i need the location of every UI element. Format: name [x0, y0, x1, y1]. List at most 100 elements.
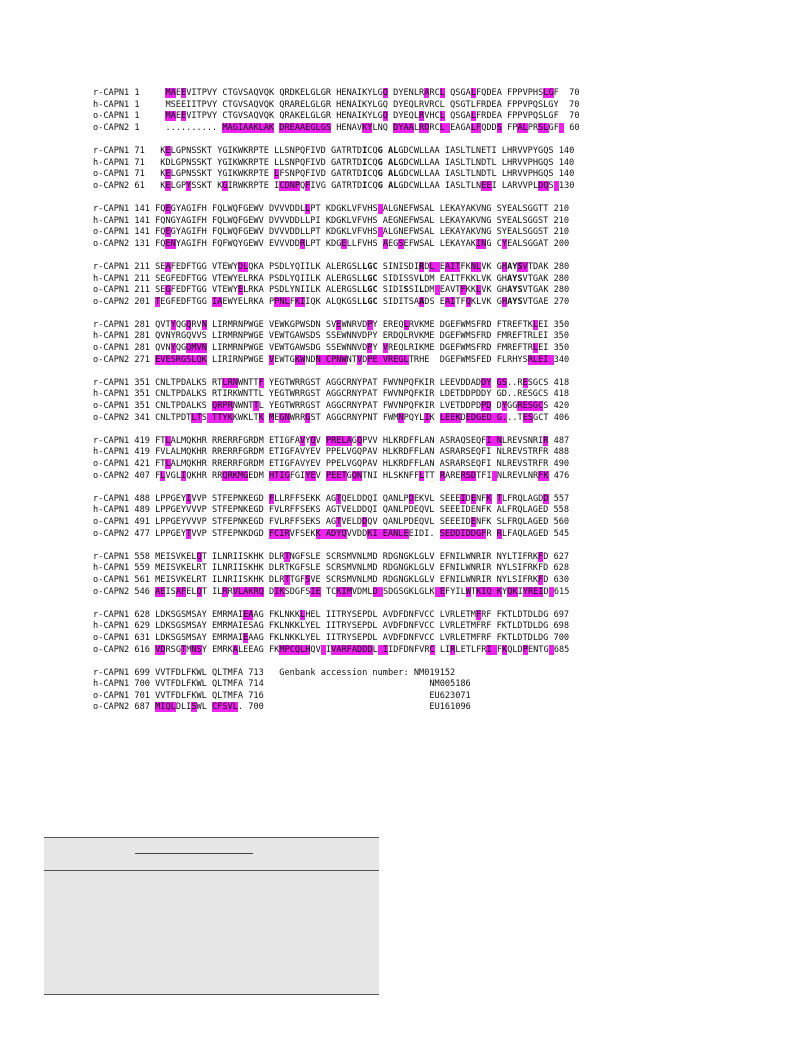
genbank-header: Genbank accession number:	[279, 667, 409, 678]
genbank-accession: EU623071	[429, 690, 471, 701]
sequence-residues: SEGFEDFTGG VTEWYELRKA PSDLYNIILK ALERGSL…	[149, 285, 554, 296]
sequence-residues: FQEGYAGIFH FQLWQFGEWV DVVVDDLLPT KDGKLVF…	[149, 203, 549, 214]
sequence-end-position: 545	[553, 528, 570, 539]
sequence-end-position: 700	[243, 702, 264, 713]
sequence-label: o-CAPN1 71	[93, 169, 150, 180]
sequence-label: r-CAPN1 281	[93, 319, 150, 330]
sequence-label: o-CAPN1 491	[93, 516, 150, 527]
sequence-end-position: 698	[553, 621, 570, 632]
sequence-label: r-CAPN1 351	[93, 377, 150, 388]
sequence-end-position: 628	[553, 563, 570, 574]
sequence-residues: LDKSGSMSAY EMRMAIEAAG FKLNKKLYEL IITRYSE…	[149, 632, 554, 643]
sequence-residues: LDKSGSMSAY EMRMAIEAAG FKLNKKLHEL IITRYSE…	[149, 609, 554, 620]
sequence-label: r-CAPN1 141	[93, 203, 150, 214]
sequence-label: h-CAPN1 700	[93, 679, 150, 690]
alignment-row: o-CAPN2 407 FLVGLIQKHR RRQRKMGEDM HTIGFG…	[93, 470, 580, 483]
sequence-residues: SEAFEDFTGG VTEWYDLQKA PSDLYQIILK ALERGSL…	[149, 261, 554, 272]
sequence-end-position: 280	[553, 261, 570, 272]
alignment-row: o-CAPN2 61 KELGPYSSKT KGIRWKRPTE ICDNPQF…	[93, 180, 580, 193]
sequence-label: o-CAPN2 687	[93, 702, 150, 713]
sequence-residues: MIQLDLISWL CFSVL.	[155, 702, 244, 713]
sequence-end-position: 713	[243, 667, 264, 678]
sequence-end-position: 130	[558, 180, 575, 191]
alignment-row: o-CAPN2 616 VDRSGTMNSY EMRKALEEAG FKMPCQ…	[93, 644, 580, 657]
alignment-block: r-CAPN1 211 SEAFEDFTGG VTEWYDLQKA PSDLYQ…	[93, 261, 580, 308]
sequence-label: o-CAPN2 341	[93, 412, 150, 423]
sequence-residues: QVNYRGQVVS LIRMRNPWGE VEWTGAWSDS SSEWNNV…	[149, 331, 549, 342]
sequence-residues: FQNGYAGIFH FQLWQFGEWV DVVVDDLLPI KDGKLVF…	[149, 215, 549, 226]
alignment-row: r-CAPN1 211 SEAFEDFTGG VTEWYDLQKA PSDLYQ…	[93, 261, 580, 274]
sequence-label: r-CAPN1 419	[93, 435, 150, 446]
alignment-row: r-CAPN1 628 LDKSGSMSAY EMRMAIEAAG FKLNKK…	[93, 609, 580, 622]
sequence-label: r-CAPN1 71	[93, 145, 150, 156]
sequence-end-position: 280	[553, 285, 570, 296]
sequence-label: o-CAPN1 281	[93, 343, 150, 354]
sequence-end-position: 630	[553, 574, 570, 585]
sequence-residues: KELGPNSSKT YGIKWKRPTE LFSNPQFIVD GATRTDI…	[149, 169, 559, 180]
sequence-end-position: 60	[564, 122, 580, 133]
sequence-label: o-CAPN2 546	[93, 586, 150, 597]
alignment-row: h-CAPN1 700 VVTFDLFKWL QLTMFA 714 NM0051…	[93, 679, 580, 691]
sequence-residues: FTLALMQKHR RRERRFGRDM ETIGFAVYQV PRELAGQ…	[149, 435, 549, 446]
alignment-row: o-CAPN1 351 CNLTPDALKS QRPRNWNTTL YEGTWR…	[93, 401, 580, 413]
sequence-label: r-CAPN1 211	[93, 261, 150, 272]
sequence-residues: VDRSGTMNSY EMRKALEEAG FKMPCQLHQV IVARFAD…	[150, 644, 554, 655]
sequence-residues: MEISVKELRT ILNRIISKHK DLRTKGFSLE SCRSMVN…	[149, 563, 554, 574]
sequence-residues: AEISAFELQT ILRRVLAKRQ DIKSDGFSIE TCKIMVD…	[150, 586, 554, 597]
alignment-row: o-CAPN2 477 LPPGEYTVVP STFEPNKDGD FCIRVF…	[93, 528, 580, 541]
sequence-residues: .......... MAGIAAKLAK DREAAEGLGS HENAVKY…	[150, 122, 565, 133]
sequence-label: o-CAPN1 421	[93, 459, 150, 469]
sequence-end-position: 488	[553, 447, 570, 458]
sequence-end-position: 418	[553, 389, 570, 400]
alignment-row: o-CAPN1 281 QVNYQGQMVN LIRMRNPWGE VEWTGA…	[93, 343, 580, 355]
alignment-block: r-CAPN1 141 FQEGYAGIFH FQLWQFGEWV DVVVDD…	[93, 203, 580, 251]
sequence-residues: KDLGPNSSKT YGIKWKRPTE LLSNPQFIVD GATRTDI…	[149, 157, 559, 168]
sequence-label: h-CAPN1 281	[93, 331, 150, 342]
alignment-row: h-CAPN1 281 QVNYRGQVVS LIRMRNPWGE VEWTGA…	[93, 331, 580, 343]
sequence-label: r-CAPN1 1	[93, 88, 150, 98]
sequence-end-position: 418	[553, 377, 570, 388]
sequence-residues: LPPGEYVVVP STFEPNKEGD FVLRFFSEKS AGTVELD…	[149, 516, 554, 527]
alignment-block: r-CAPN1 488 LPPGEYIVVP STFEPNKEGD FLLRFF…	[93, 493, 580, 541]
sequence-residues: FTLALMQKHR RRERRFGRDM ETIGFAVYEV PPELVGQ…	[149, 459, 554, 469]
sequence-residues: SEGFEDFTGG VTEWYELRKA PSDLYQIILK ALERGSL…	[149, 273, 554, 284]
sequence-end-position: 340	[553, 354, 570, 365]
table-header-underline	[135, 853, 253, 854]
sequence-residues: LPPGEYVVVP STFEPNKEGD FVLRFFSEKS AGTVELD…	[149, 505, 554, 516]
sequence-residues: CNLTPDALKS RTIRKWNTTL YEGTWRRGST AGGCRNY…	[149, 389, 554, 400]
sequence-end-position: 70	[563, 111, 580, 122]
sequence-end-position: 476	[553, 470, 570, 481]
alignment-row: h-CAPN1 559 MEISVKELRT ILNRIISKHK DLRTKG…	[93, 563, 580, 575]
alignment-row: o-CAPN2 131 FQENYAGIFH FQFWQYGEWV EVVVDD…	[93, 238, 580, 251]
sequence-residues: VVTFDLFKWL QLTMFA	[149, 690, 244, 701]
sequence-end-position: 558	[553, 505, 570, 516]
sequence-end-position: 714	[243, 679, 264, 690]
alignment-block: r-CAPN1 419 FTLALMQKHR RRERRFGRDM ETIGFA…	[93, 435, 580, 483]
sequence-residues: VVTFDLFKWL QLTMFA	[149, 667, 244, 678]
sequence-residues: LPPGEYIVVP STFEPNKEGD FLLRFFSEKK AGTQELD…	[149, 493, 549, 504]
alignment-row: o-CAPN1 701 VVTFDLFKWL QLTMFA 716 EU6230…	[93, 691, 580, 703]
alignment-block: r-CAPN1 558 MEISVKELQT ILNRIISKHK DLRTNG…	[93, 551, 580, 598]
table-panel	[44, 837, 379, 995]
alignment-row: o-CAPN1 631 LDKSGSMSAY EMRMAIEAAG FKLNKK…	[93, 632, 580, 645]
sequence-label: o-CAPN1 1	[93, 111, 150, 122]
sequence-residues: QVNYQGQMVN LIRMRNPWGE VEWTGAWSDG SSEWNNV…	[149, 343, 549, 354]
sequence-label: h-CAPN1 351	[93, 389, 150, 400]
sequence-alignment: r-CAPN1 1 MAEEVITPVY CTGVSAQVQK QRDKELGL…	[93, 88, 580, 726]
alignment-row: h-CAPN1 141 FQNGYAGIFH FQLWQFGEWV DVVVDD…	[93, 216, 580, 228]
sequence-label: o-CAPN2 131	[93, 238, 150, 249]
alignment-row: o-CAPN1 491 LPPGEYVVVP STFEPNKEGD FVLRFF…	[93, 516, 580, 529]
genbank-accession: NM019152	[413, 667, 456, 678]
sequence-label: h-CAPN1 71	[93, 157, 150, 168]
alignment-row: o-CAPN2 271 EVESRGSLQK LIRIRNPWGE VEWTGK…	[93, 354, 580, 367]
sequence-end-position: 685	[553, 644, 570, 655]
sequence-label: r-CAPN1 699	[93, 667, 150, 678]
sequence-end-position: 627	[553, 551, 570, 562]
sequence-label: o-CAPN2 477	[93, 528, 150, 539]
alignment-row: o-CAPN1 141 FQEGYAGIFH FQLWQFGEWV DVVVDD…	[93, 227, 580, 239]
sequence-label: o-CAPN1 701	[93, 690, 150, 701]
sequence-end-position: 210	[553, 215, 570, 226]
alignment-row: o-CAPN1 211 SEGFEDFTGG VTEWYELRKA PSDLYN…	[93, 285, 580, 297]
sequence-label: r-CAPN1 558	[93, 551, 150, 562]
alignment-row: r-CAPN1 141 FQEGYAGIFH FQLWQFGEWV DVVVDD…	[93, 203, 580, 216]
